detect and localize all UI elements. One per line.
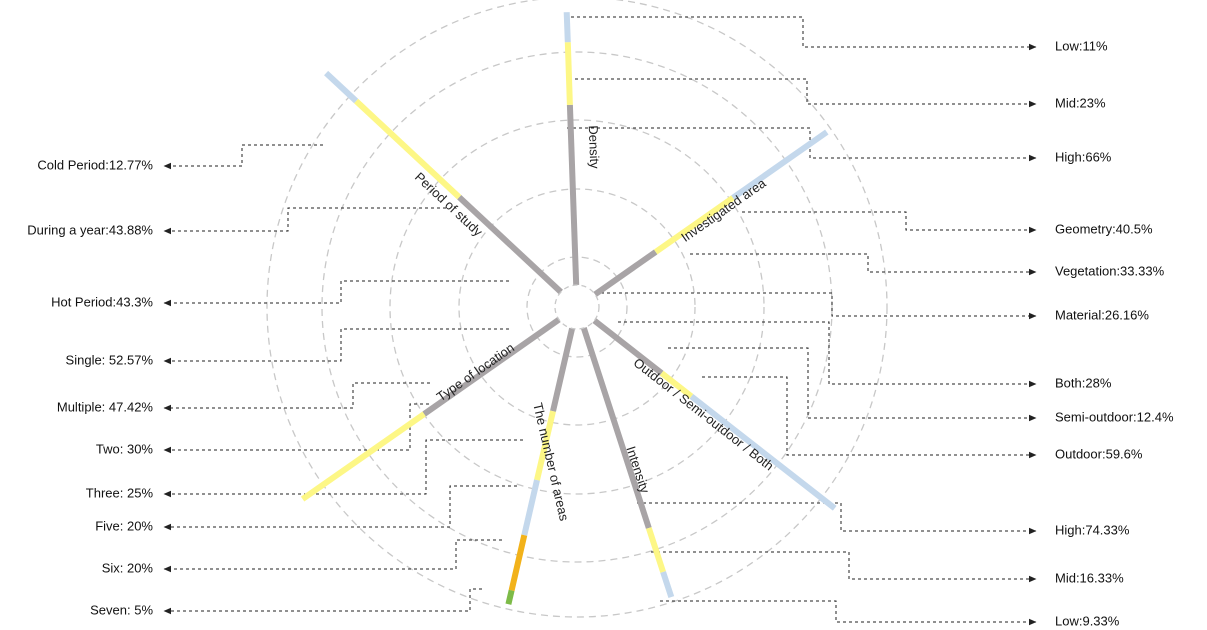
leader-left-hot-period-43-3 xyxy=(163,280,509,307)
spoke-density xyxy=(563,12,580,286)
leader-right-material-26-16 xyxy=(601,292,1037,320)
spoke-period-of-study xyxy=(324,70,563,295)
segment-investigated-area-material xyxy=(593,249,658,297)
segment-intensity-low xyxy=(660,571,675,599)
label-right-both-28: Both:28% xyxy=(1055,375,1112,390)
segment-location-setting-outdoor xyxy=(689,394,837,511)
spoke-type-of-location xyxy=(300,317,561,502)
leader-right-both-28 xyxy=(618,321,1037,388)
segment-period-of-study-during-a-year xyxy=(354,98,462,200)
label-left-single-52-57: Single: 52.57% xyxy=(66,352,154,367)
leader-left-six-20 xyxy=(163,539,502,573)
segment-number-of-areas-three xyxy=(534,410,556,481)
leader-left-during-a-year-43-88 xyxy=(163,207,446,235)
ring-1 xyxy=(526,256,628,358)
leader-right-mid-16-33 xyxy=(651,551,1037,583)
label-left-during-a-year-43-88: During a year:43.88% xyxy=(27,222,153,237)
concentric-rings xyxy=(266,0,888,618)
label-right-outdoor-59-6: Outdoor:59.6% xyxy=(1055,446,1143,461)
label-right-vegetation-33-33: Vegetation:33.33% xyxy=(1055,263,1165,278)
leader-lines xyxy=(163,16,1037,626)
spoke-number-of-areas xyxy=(505,327,576,605)
segment-density-high xyxy=(566,104,580,286)
segment-investigated-area-geometry xyxy=(731,129,829,201)
label-right-low-11: Low:11% xyxy=(1055,38,1108,53)
label-right-mid-16-33: Mid:16.33% xyxy=(1055,570,1124,585)
leader-left-seven-5 xyxy=(163,588,482,615)
axis-name-location-setting: Outdoor / Semi-outdoor / Both xyxy=(631,355,777,474)
ring-5 xyxy=(266,0,888,618)
spoke-investigated-area xyxy=(593,129,829,297)
leader-right-high-66 xyxy=(567,127,1037,162)
segment-number-of-areas-two xyxy=(550,327,576,412)
leader-right-mid-23 xyxy=(569,78,1037,108)
axis-name-period-of-study: Period of study xyxy=(412,169,486,239)
label-left-two-30: Two: 30% xyxy=(96,441,154,456)
label-right-low-9-33: Low:9.33% xyxy=(1055,613,1120,628)
label-right-geometry-40-5: Geometry:40.5% xyxy=(1055,221,1153,236)
segment-intensity-high xyxy=(580,326,652,529)
segment-period-of-study-cold-period xyxy=(324,70,359,104)
segment-number-of-areas-five xyxy=(521,479,540,536)
segment-intensity-mid xyxy=(645,527,666,573)
leader-right-geometry-40-5 xyxy=(742,211,1037,234)
segment-location-setting-semi-outdoor xyxy=(659,370,694,399)
label-left-multiple-47-42: Multiple: 47.42% xyxy=(57,399,154,414)
hub xyxy=(554,284,600,330)
label-right-material-26-16: Material:26.16% xyxy=(1055,307,1149,322)
label-right-high-66: High:66% xyxy=(1055,149,1112,164)
segment-density-low xyxy=(563,12,571,43)
label-left-three-25: Three: 25% xyxy=(86,485,154,500)
label-left-seven-5: Seven: 5% xyxy=(90,602,153,617)
label-right-high-74-33: High:74.33% xyxy=(1055,522,1130,537)
leader-left-three-25 xyxy=(163,439,523,498)
axis-name-investigated-area: Investigated area xyxy=(678,175,769,245)
leader-right-vegetation-33-33 xyxy=(690,253,1037,276)
leader-right-semi-outdoor-12-4 xyxy=(668,347,1037,422)
segment-investigated-area-vegetation xyxy=(653,195,735,255)
segment-type-of-location-multiple xyxy=(300,411,426,502)
leader-left-multiple-47-42 xyxy=(163,382,430,412)
label-left-five-20: Five: 20% xyxy=(95,518,153,533)
segment-number-of-areas-six xyxy=(508,534,528,592)
segment-type-of-location-single xyxy=(422,317,561,417)
hub-circle xyxy=(554,284,600,330)
leader-right-outdoor-59-6 xyxy=(702,376,1037,459)
segment-number-of-areas-seven xyxy=(505,589,515,605)
segment-location-setting-both xyxy=(592,318,664,376)
ring-3 xyxy=(389,119,765,495)
spoke-intensity xyxy=(580,326,675,599)
segment-density-mid xyxy=(564,42,573,106)
leader-left-cold-period-12-77 xyxy=(163,144,323,170)
spoke-location-setting xyxy=(592,318,837,511)
label-left-hot-period-43-3: Hot Period:43.3% xyxy=(51,294,153,309)
ring-4 xyxy=(321,51,833,563)
axis-name-density: Density xyxy=(586,125,603,169)
axis-name-type-of-location: Type of location xyxy=(434,340,517,405)
leader-left-single-52-57 xyxy=(163,328,509,365)
right-category-labels: Low:11% Mid:23% High:66% Geometry:40.5% Vege… xyxy=(1055,38,1174,628)
label-right-semi-outdoor-12-4: Semi-outdoor:12.4% xyxy=(1055,409,1174,424)
label-right-mid-23: Mid:23% xyxy=(1055,95,1106,110)
leader-left-two-30 xyxy=(163,403,429,454)
left-category-labels: Cold Period:12.77% During a year:43.88% Ho… xyxy=(27,157,153,617)
label-left-cold-period-12-77: Cold Period:12.77% xyxy=(37,157,153,172)
segment-period-of-study-hot-period xyxy=(457,195,563,295)
spokes xyxy=(300,12,837,605)
ring-2 xyxy=(458,188,696,426)
label-left-six-20: Six: 20% xyxy=(102,560,154,575)
leader-right-low-9-33 xyxy=(660,600,1037,626)
leader-right-low-11 xyxy=(571,16,1037,51)
leader-right-high-74-33 xyxy=(637,502,1037,535)
